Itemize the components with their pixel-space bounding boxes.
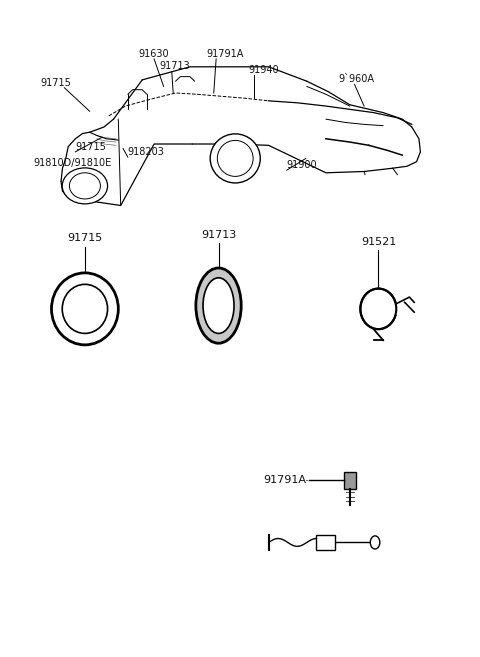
Ellipse shape (62, 284, 108, 333)
Text: 91630: 91630 (138, 49, 169, 59)
Text: 91810D/91810E: 91810D/91810E (34, 158, 112, 168)
Ellipse shape (51, 273, 118, 345)
Text: 91715: 91715 (75, 142, 106, 152)
Ellipse shape (203, 278, 234, 333)
Circle shape (370, 536, 380, 549)
Text: 91791A: 91791A (206, 49, 244, 59)
Text: 91791A: 91791A (263, 475, 306, 486)
Text: 918203: 918203 (128, 147, 165, 157)
Ellipse shape (210, 134, 260, 183)
Ellipse shape (70, 173, 100, 199)
Text: 91713: 91713 (160, 61, 191, 72)
Text: 91715: 91715 (67, 233, 103, 244)
FancyBboxPatch shape (344, 472, 356, 489)
Text: 91521: 91521 (361, 237, 396, 247)
Text: 9`960A: 9`960A (338, 74, 374, 85)
Text: 91713: 91713 (201, 230, 236, 240)
Text: 91715: 91715 (40, 78, 72, 89)
FancyBboxPatch shape (316, 535, 336, 551)
Ellipse shape (196, 268, 241, 343)
Text: 91940: 91940 (249, 64, 279, 75)
Ellipse shape (62, 168, 108, 204)
Ellipse shape (217, 141, 253, 176)
Text: 91900: 91900 (287, 160, 317, 170)
Ellipse shape (360, 288, 396, 329)
